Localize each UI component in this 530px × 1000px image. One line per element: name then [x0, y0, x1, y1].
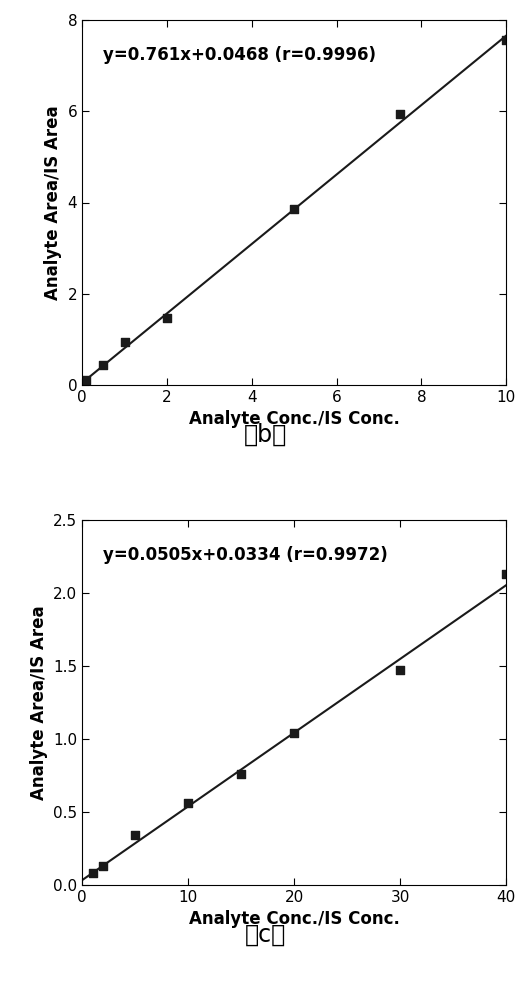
Text: y=0.0505x+0.0334 (r=0.9972): y=0.0505x+0.0334 (r=0.9972) — [103, 546, 388, 564]
Point — [82, 372, 91, 388]
Point — [89, 865, 97, 881]
Point — [502, 32, 510, 48]
Point — [163, 310, 171, 326]
Point — [131, 827, 139, 843]
X-axis label: Analyte Conc./IS Conc.: Analyte Conc./IS Conc. — [189, 410, 400, 428]
Text: （b）: （b） — [243, 423, 287, 447]
X-axis label: Analyte Conc./IS Conc.: Analyte Conc./IS Conc. — [189, 910, 400, 928]
Text: y=0.761x+0.0468 (r=0.9996): y=0.761x+0.0468 (r=0.9996) — [103, 46, 376, 64]
Y-axis label: Analyte Area/IS Area: Analyte Area/IS Area — [44, 105, 62, 300]
Point — [237, 766, 245, 782]
Y-axis label: Analyte Area/IS Area: Analyte Area/IS Area — [30, 605, 48, 800]
Point — [396, 662, 404, 678]
Point — [184, 795, 192, 811]
Point — [99, 858, 108, 874]
Point — [396, 106, 404, 122]
Point — [290, 725, 298, 741]
Point — [99, 357, 108, 373]
Point — [120, 334, 129, 350]
Point — [502, 566, 510, 582]
Text: （c）: （c） — [244, 923, 286, 947]
Point — [290, 201, 298, 217]
